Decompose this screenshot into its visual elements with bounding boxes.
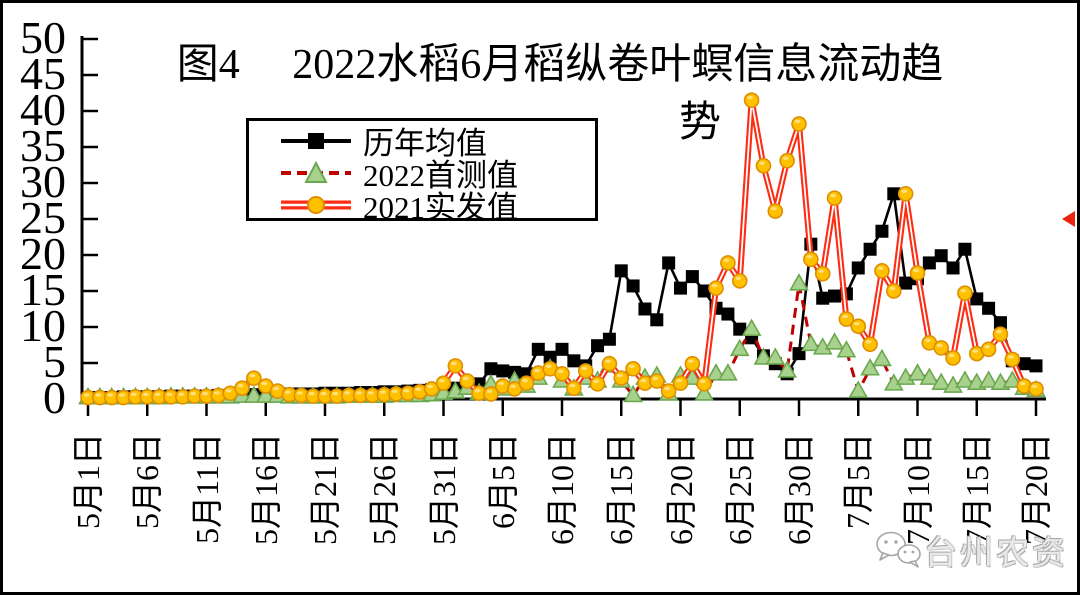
y-tick-label: 10 bbox=[20, 300, 66, 351]
wechat-icon bbox=[876, 531, 921, 568]
legend-box: 历年均值 2022首测值 2021实发值 bbox=[246, 118, 598, 225]
actual-2021-series bbox=[80, 92, 1044, 406]
x-tick-label: 5月31日 bbox=[425, 433, 462, 546]
x-tick-label: 6月10日 bbox=[544, 433, 580, 546]
y-tick-label: 25 bbox=[20, 192, 66, 243]
x-tick-label: 6月30日 bbox=[781, 433, 817, 546]
x-tick-label: 5月26日 bbox=[366, 433, 403, 546]
y-tick-label: 30 bbox=[20, 156, 66, 207]
legend-item-2022: 2022首测值 bbox=[249, 156, 595, 193]
x-tick-label: 6月25日 bbox=[721, 433, 758, 546]
y-tick-label: 0 bbox=[43, 372, 66, 423]
y-tick-label: 40 bbox=[20, 84, 66, 135]
legend-swatch-2022-first-survey bbox=[281, 160, 351, 183]
x-tick-label: 5月16日 bbox=[247, 433, 284, 546]
x-tick-label: 6月20日 bbox=[662, 433, 699, 546]
y-tick-label: 45 bbox=[20, 48, 66, 99]
legend-swatch-2021-actual bbox=[281, 195, 351, 214]
x-tick-label: 6月15日 bbox=[603, 433, 640, 546]
watermark-text: 台州农资 bbox=[924, 536, 1068, 572]
x-tick-label: 5月21日 bbox=[307, 433, 343, 546]
x-tick-label: 5月11日 bbox=[188, 433, 225, 544]
legend-label-2022-first-survey: 2022首测值 bbox=[363, 158, 518, 193]
y-tick-label: 5 bbox=[43, 336, 66, 387]
chart-title-line2: 势 bbox=[678, 100, 721, 146]
legend-item-historical: 历年均值 bbox=[249, 124, 595, 161]
x-tick-label: 7月5日 bbox=[840, 433, 877, 530]
right-edge-arrow-icon bbox=[1062, 211, 1075, 227]
y-tick-label: 50 bbox=[20, 12, 66, 63]
x-tick-label: 6月5日 bbox=[484, 433, 521, 530]
y-tick-label: 20 bbox=[20, 228, 66, 279]
legend-label-2021-actual: 2021实发值 bbox=[363, 190, 518, 225]
watermark: 台州农资 bbox=[874, 526, 1068, 574]
legend-item-2021: 2021实发值 bbox=[249, 188, 595, 225]
actual-2021-markers bbox=[80, 92, 1044, 406]
legend-label-historical-average: 历年均值 bbox=[363, 126, 487, 161]
x-tick-label: 5月1日 bbox=[70, 433, 106, 530]
legend-swatch-historical-average bbox=[281, 132, 351, 149]
x-tick-label: 5月6日 bbox=[129, 433, 166, 530]
y-tick-label: 15 bbox=[20, 264, 66, 315]
y-tick-label: 35 bbox=[20, 120, 66, 171]
chart-title-line1: 图4 2022水稻6月稻纵卷叶螟信息流动趋 bbox=[176, 42, 944, 88]
